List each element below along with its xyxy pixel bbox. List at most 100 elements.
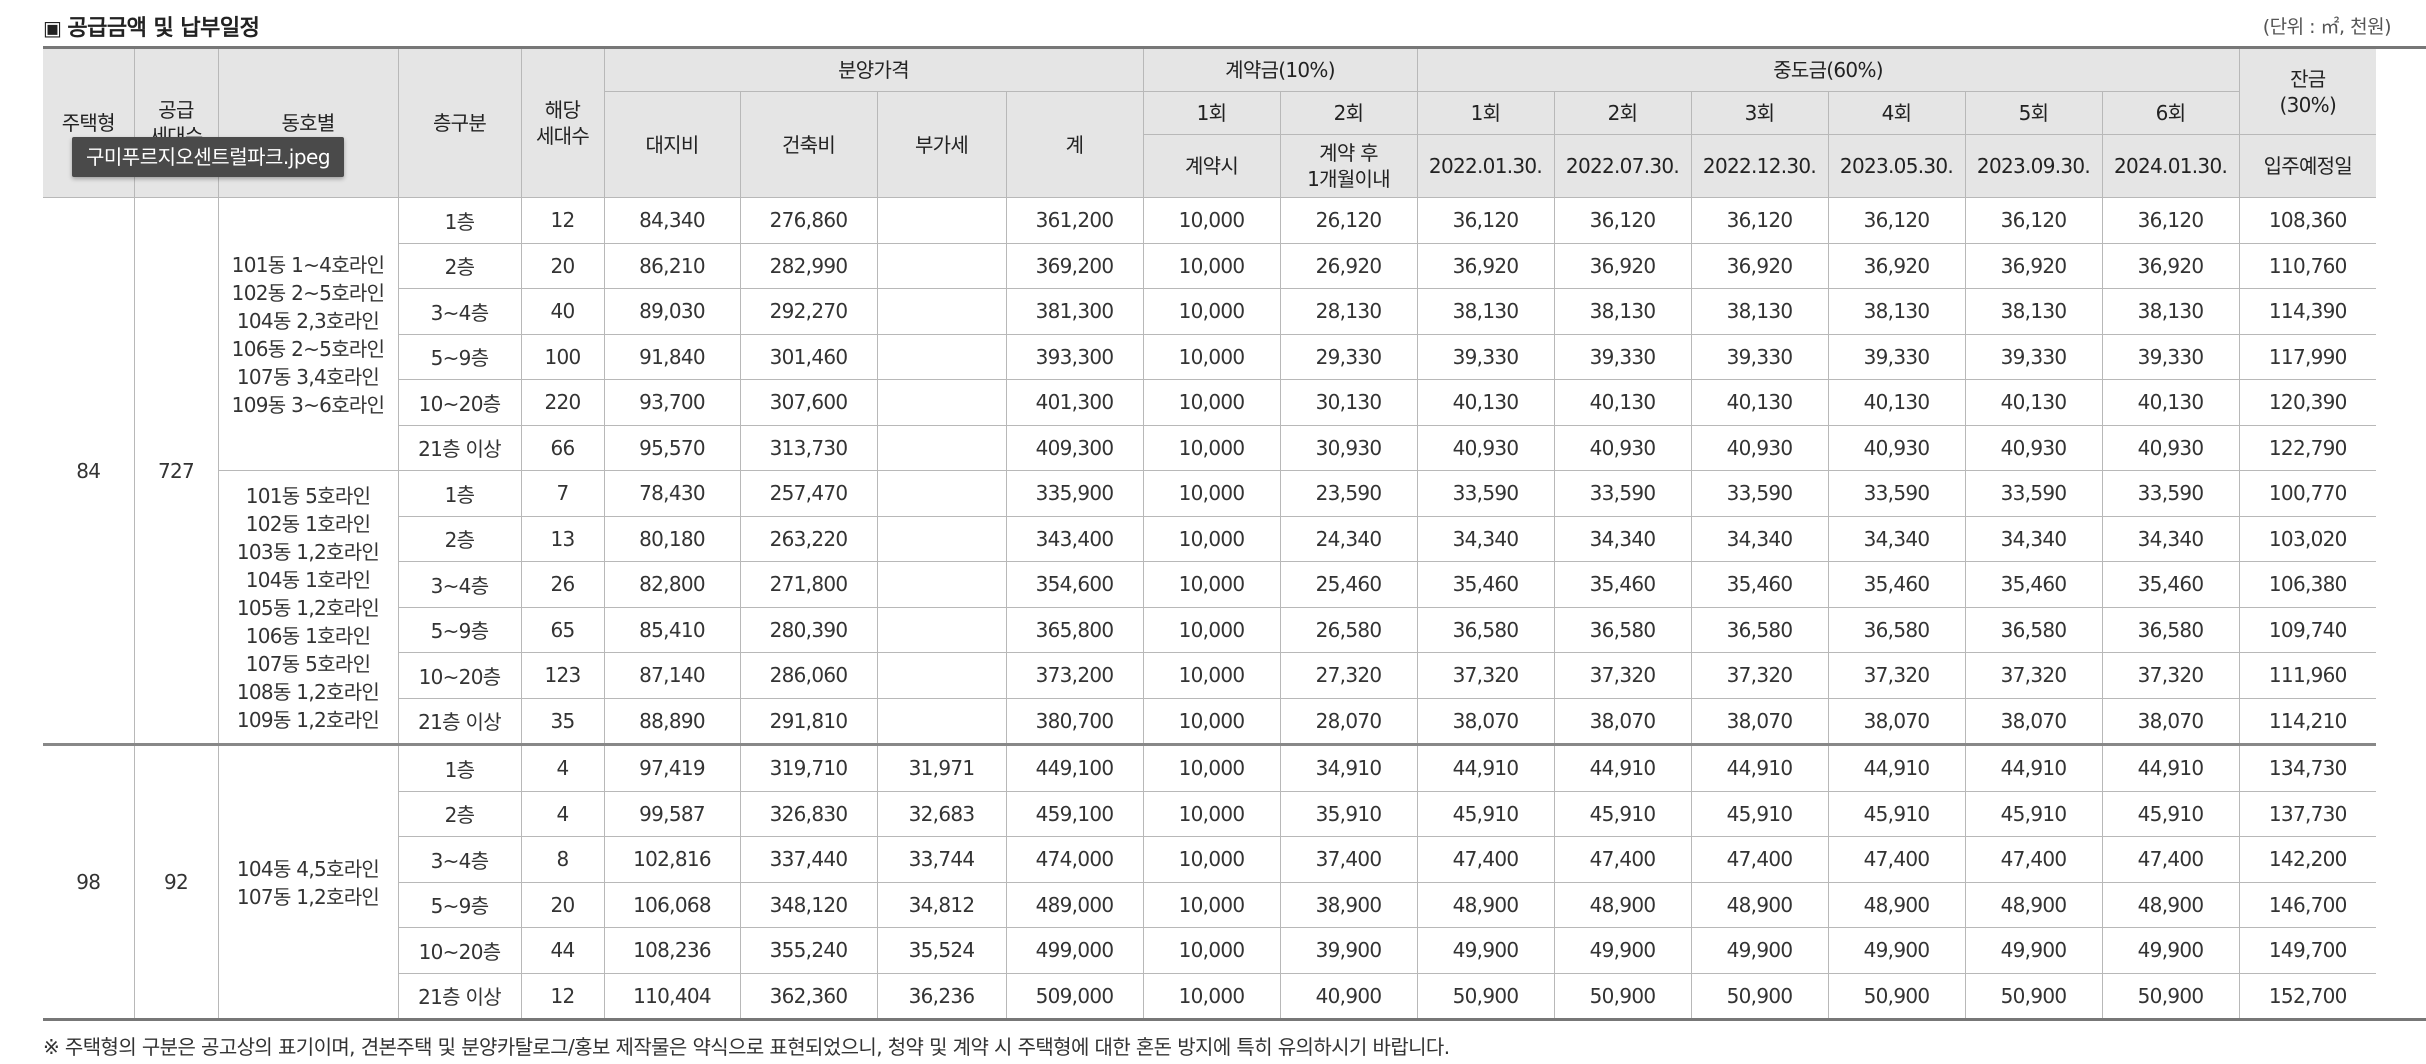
- cell-contract-2: 26,120: [1279, 197, 1418, 244]
- cell-middle-2: 37,320: [1553, 652, 1692, 699]
- cell-contract-1: 10,000: [1142, 197, 1281, 244]
- cell-middle-1: 35,460: [1416, 561, 1555, 608]
- cell-contract-2: 40,900: [1279, 972, 1418, 1020]
- cell-contract-1: 10,000: [1142, 697, 1281, 745]
- cell-middle-6: 38,070: [2101, 697, 2240, 745]
- dong-line: 102동 1호라인: [245, 512, 371, 536]
- cell-contract-1: 10,000: [1142, 606, 1281, 653]
- cell-balance: 117,990: [2238, 333, 2377, 380]
- cell-vat: 35,524: [876, 927, 1007, 974]
- cell-middle-2: 47,400: [1553, 836, 1692, 883]
- cell-middle-1: 33,590: [1416, 470, 1555, 517]
- cell-middle-6: 50,900: [2101, 972, 2240, 1020]
- dong-line: 101동 5호라인: [245, 484, 371, 508]
- cell-balance: 122,790: [2238, 424, 2377, 471]
- cell-dong-lines: 101동 1~4호라인 102동 2~5호라인 104동 2,3호라인 106동 2~…: [217, 197, 399, 471]
- cell-land: 87,140: [603, 652, 741, 699]
- cell-contract-2: 27,320: [1279, 652, 1418, 699]
- cell-land: 106,068: [603, 881, 741, 928]
- cell-land: 91,840: [603, 333, 741, 380]
- cell-middle-1: 39,330: [1416, 333, 1555, 380]
- cell-middle-5: 38,070: [1964, 697, 2103, 745]
- cell-building: 313,730: [739, 424, 878, 471]
- section-title: ▣ 공급금액 및 납부일정: [43, 10, 260, 42]
- cell-middle-2: 38,130: [1553, 288, 1692, 335]
- table-row: 101동 5호라인 102동 1호라인 103동 1,2호라인 104동 1호라인 10…: [43, 470, 2426, 745]
- table-row: 10~20층 44 108,236 355,240 35,524 499,000 10,00…: [43, 927, 2426, 974]
- cell-building: 307,600: [739, 379, 878, 426]
- cell-middle-3: 40,130: [1690, 379, 1829, 426]
- cell-units: 123: [520, 652, 605, 699]
- cell-vat: [876, 379, 1007, 426]
- cell-middle-6: 36,580: [2101, 606, 2240, 653]
- cell-middle-4: 34,340: [1827, 515, 1966, 562]
- cell-middle-1: 40,930: [1416, 424, 1555, 471]
- table-row: 2층 13 80,180 263,220 343,400 10,000 24,340 34,3…: [43, 515, 2426, 562]
- cell-house-type: 98: [43, 743, 135, 1020]
- cell-balance: 137,730: [2238, 790, 2377, 837]
- cell-middle-1: 37,320: [1416, 652, 1555, 699]
- cell-middle-5: 36,920: [1964, 242, 2103, 289]
- dong-line: 107동 5호라인: [245, 652, 371, 676]
- cell-middle-4: 38,130: [1827, 288, 1966, 335]
- cell-middle-2: 35,460: [1553, 561, 1692, 608]
- cell-units: 40: [520, 288, 605, 335]
- table-body: 84 727 101동 1~4호라인 102동 2~5호라인 104동 2,3호라인 10…: [43, 197, 2426, 1020]
- cell-units: 65: [520, 606, 605, 653]
- cell-middle-2: 40,930: [1553, 424, 1692, 471]
- cell-building: 326,830: [739, 790, 878, 837]
- header-middle-group: 중도금(60%): [1416, 47, 2240, 92]
- dong-line: 103동 1,2호라인: [236, 540, 380, 564]
- table-row: 10~20층 123 87,140 286,060 373,200 10,000 27,32…: [43, 652, 2426, 699]
- header-middle-6-date: 2024.01.30.: [2101, 134, 2240, 198]
- header-row: ▣ 공급금액 및 납부일정 (단위 : ㎡, 천원): [43, 0, 2392, 46]
- cell-middle-2: 40,130: [1553, 379, 1692, 426]
- cell-middle-6: 49,900: [2101, 927, 2240, 974]
- cell-middle-4: 36,120: [1827, 197, 1966, 244]
- cell-middle-5: 37,320: [1964, 652, 2103, 699]
- dong-line: 107동 3,4호라인: [236, 365, 380, 389]
- cell-land: 78,430: [603, 470, 741, 517]
- cell-contract-2: 37,400: [1279, 836, 1418, 883]
- dong-line: 109동 3~6호라인: [231, 393, 385, 417]
- cell-vat: 36,236: [876, 972, 1007, 1020]
- cell-middle-2: 50,900: [1553, 972, 1692, 1020]
- cell-floor: 3~4층: [398, 836, 522, 883]
- cell-units: 13: [520, 515, 605, 562]
- cell-land: 95,570: [603, 424, 741, 471]
- dong-line: 104동 1호라인: [245, 568, 371, 592]
- cell-building: 263,220: [739, 515, 878, 562]
- cell-total: 381,300: [1005, 288, 1144, 335]
- cell-floor: 10~20층: [398, 927, 522, 974]
- cell-vat: [876, 606, 1007, 653]
- dong-line: 104동 4,5호라인: [236, 857, 380, 881]
- cell-building: 286,060: [739, 652, 878, 699]
- cell-balance: 103,020: [2238, 515, 2377, 562]
- cell-middle-5: 45,910: [1964, 790, 2103, 837]
- cell-land: 88,890: [603, 697, 741, 745]
- cell-contract-2: 30,130: [1279, 379, 1418, 426]
- header-contract-1: 1회: [1142, 91, 1281, 135]
- price-schedule-table: 주택형 공급 세대수 동호별 층구분 해당 세대수 분양가격 계약금(10%) 중도…: [43, 46, 2426, 1021]
- cell-land: 82,800: [603, 561, 741, 608]
- cell-units: 12: [520, 972, 605, 1020]
- header-contract-2-when: 계약 후 1개월이내: [1279, 134, 1418, 198]
- cell-middle-2: 34,340: [1553, 515, 1692, 562]
- cell-middle-4: 36,580: [1827, 606, 1966, 653]
- cell-floor: 3~4층: [398, 288, 522, 335]
- cell-middle-5: 47,400: [1964, 836, 2103, 883]
- header-balance-when: 입주예정일: [2238, 134, 2377, 198]
- table-row: 98 92 104동 4,5호라인 107동 1,2호라인 1층 4 97,419 319,7…: [43, 743, 2426, 1020]
- cell-middle-4: 37,320: [1827, 652, 1966, 699]
- cell-contract-1: 10,000: [1142, 515, 1281, 562]
- header-vat: 부가세: [876, 91, 1007, 198]
- cell-dong-lines: 104동 4,5호라인 107동 1,2호라인: [217, 743, 399, 1020]
- cell-contract-1: 10,000: [1142, 470, 1281, 517]
- cell-middle-5: 39,330: [1964, 333, 2103, 380]
- cell-middle-2: 36,580: [1553, 606, 1692, 653]
- table-row: 3~4층 26 82,800 271,800 354,600 10,000 25,460 35…: [43, 561, 2426, 608]
- cell-dong-lines: 101동 5호라인 102동 1호라인 103동 1,2호라인 104동 1호라인 10…: [218, 470, 399, 745]
- cell-balance: 114,210: [2238, 697, 2377, 745]
- cell-building: 280,390: [739, 606, 878, 653]
- cell-middle-3: 44,910: [1690, 743, 1829, 792]
